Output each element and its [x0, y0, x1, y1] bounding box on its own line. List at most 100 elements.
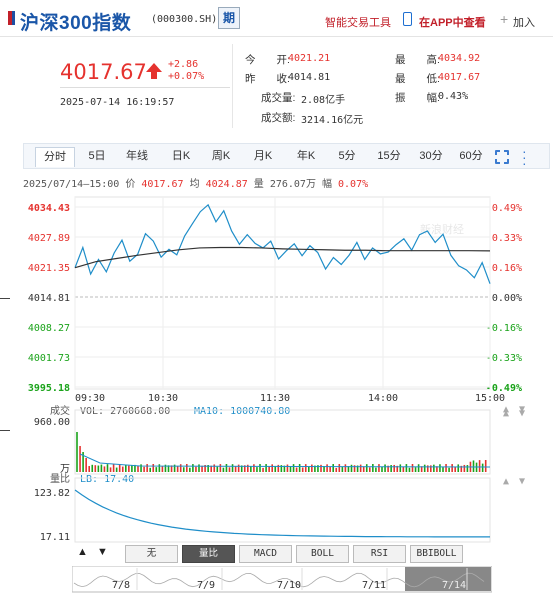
stat-value: 0.43%	[438, 91, 469, 102]
pct-tick: 0.49%	[492, 203, 522, 214]
volume-panel-label: 成交	[50, 404, 70, 417]
indicator-button-4[interactable]: RSI	[353, 545, 406, 563]
stat-value: 4014.81	[288, 72, 331, 83]
edge-mark	[0, 430, 10, 431]
tab-0[interactable]: 分时	[35, 147, 75, 167]
time-tick: 11:30	[260, 393, 290, 404]
time-tick: 10:30	[148, 393, 178, 404]
info-price-label: 价	[125, 179, 136, 190]
quote-timestamp: 2025-07-14 16:19:57	[60, 97, 175, 108]
view-in-app-link[interactable]: 在APP中查看	[419, 17, 486, 29]
stat-label: 最 低:	[395, 73, 440, 85]
stat-value: 4017.67	[438, 72, 481, 83]
price-change: +2.86 +0.07%	[168, 59, 204, 83]
lb-up-icon: ▲	[503, 476, 509, 487]
stat-label: 昨 收:	[245, 73, 290, 85]
more-options-icon[interactable]: · · ·	[522, 143, 527, 171]
tab-9[interactable]: 30分	[419, 150, 443, 162]
indicator-button-1[interactable]: 量比	[182, 545, 235, 563]
nav-sparkline	[73, 572, 485, 588]
time-tick: 15:00	[475, 393, 505, 404]
stats-divider	[232, 44, 233, 128]
nav-date[interactable]: 7/14	[442, 580, 466, 591]
next-arrow-icon[interactable]: ▼	[97, 546, 108, 558]
prev-arrow-icon[interactable]: ▲	[77, 546, 88, 558]
tab-7[interactable]: 5分	[338, 150, 356, 162]
info-amp-label: 幅	[321, 179, 332, 190]
pct-tick: 0.00%	[492, 293, 522, 304]
nav-date[interactable]: 7/8	[112, 580, 130, 591]
index-flag-icon-blue	[12, 11, 15, 25]
tab-4[interactable]: 周K	[211, 150, 231, 162]
ma-label: MA10: 1000740.80	[194, 406, 290, 417]
tab-6[interactable]: 年K	[296, 150, 316, 162]
pct-tick: 0.33%	[492, 233, 522, 244]
stat-label: 成交额:	[261, 112, 296, 124]
volume-top-tick: 960.00	[34, 417, 70, 428]
indicator-button-2[interactable]: MACD	[239, 545, 292, 563]
fullscreen-icon[interactable]	[494, 149, 510, 165]
tab-10[interactable]: 60分	[459, 150, 483, 162]
tab-2[interactable]: 年线	[126, 150, 148, 162]
smart-trading-tools-link[interactable]: 智能交易工具	[325, 17, 391, 29]
nav-date[interactable]: 7/10	[277, 580, 301, 591]
stat-value: 3214.16亿元	[301, 115, 364, 126]
vol-down-icon: ▼	[519, 408, 525, 419]
up-arrow-icon	[146, 63, 162, 79]
time-tick: 14:00	[368, 393, 398, 404]
info-avg: 4024.87	[205, 179, 248, 190]
nav-selected-range[interactable]	[405, 567, 491, 591]
intraday-chart[interactable]: 4034.43 0.49% 4027.89 0.33% 4021.35 0.16% 4014…	[0, 190, 553, 545]
futures-tag-button[interactable]: 期	[218, 7, 240, 29]
lb-bottom-tick: 17.11	[40, 532, 70, 543]
lb-line	[74, 489, 490, 538]
lb-down-icon: ▼	[519, 476, 525, 487]
add-watchlist-link[interactable]: 加入	[513, 17, 535, 29]
price-tick: 4014.81	[28, 293, 70, 304]
lb-top-tick: 123.82	[34, 488, 70, 499]
price-tick: 4021.35	[28, 263, 70, 274]
tab-1[interactable]: 5日	[88, 150, 106, 162]
price-tick: 4034.43	[28, 203, 70, 214]
indicator-button-0[interactable]: 无	[125, 545, 178, 563]
nav-date[interactable]: 7/11	[362, 580, 386, 591]
tab-3[interactable]: 日K	[171, 150, 191, 162]
plus-icon[interactable]: +	[500, 11, 509, 27]
scroll-down-icon: ▼	[519, 404, 525, 415]
tab-5[interactable]: 月K	[253, 150, 273, 162]
tab-8[interactable]: 15分	[377, 150, 401, 162]
indicator-button-3[interactable]: BOLL	[296, 545, 349, 563]
stat-label: 最 高:	[395, 54, 440, 66]
pct-tick: -0.49%	[486, 383, 522, 394]
page-title: 沪深300指数	[20, 13, 132, 34]
vol-label: VOL: 2760668.00	[80, 406, 170, 417]
index-code: (000300.SH)	[151, 14, 218, 25]
price-tick: 4027.89	[28, 233, 70, 244]
change-value: +2.86	[168, 59, 199, 70]
lb-frame	[74, 477, 491, 543]
stat-value: 4034.92	[438, 53, 481, 64]
header-divider	[0, 36, 553, 37]
info-avg-label: 均	[189, 179, 200, 190]
info-price: 4017.67	[141, 179, 184, 190]
lb-label: LB: 17.40	[80, 474, 134, 485]
phone-icon	[403, 12, 412, 26]
volume-unit: 万	[60, 464, 70, 475]
date-navigator[interactable]: 7/8 7/9 7/10 7/11 7/14	[72, 566, 492, 594]
price-tick: 4001.73	[28, 353, 70, 364]
current-price: 4017.67	[60, 60, 147, 84]
info-vol: 276.07万	[269, 179, 316, 190]
indicator-button-5[interactable]: BBIBOLL	[410, 545, 463, 563]
price-tick: 3995.18	[28, 383, 70, 394]
stat-value: 4021.21	[288, 53, 331, 64]
cursor-info-line: 2025/07/14—15:00 价 4017.67 均 4024.87 量 2…	[23, 175, 368, 190]
vol-up-icon: ▲	[503, 408, 509, 419]
edge-mark	[0, 298, 10, 299]
scroll-up-icon: ▲	[503, 404, 509, 415]
watermark: 新浪财经	[420, 222, 464, 236]
pct-tick: -0.16%	[486, 323, 522, 334]
info-amp: 0.07%	[338, 179, 369, 190]
nav-date[interactable]: 7/9	[197, 580, 215, 591]
lb-panel-label: 量比	[50, 473, 70, 485]
